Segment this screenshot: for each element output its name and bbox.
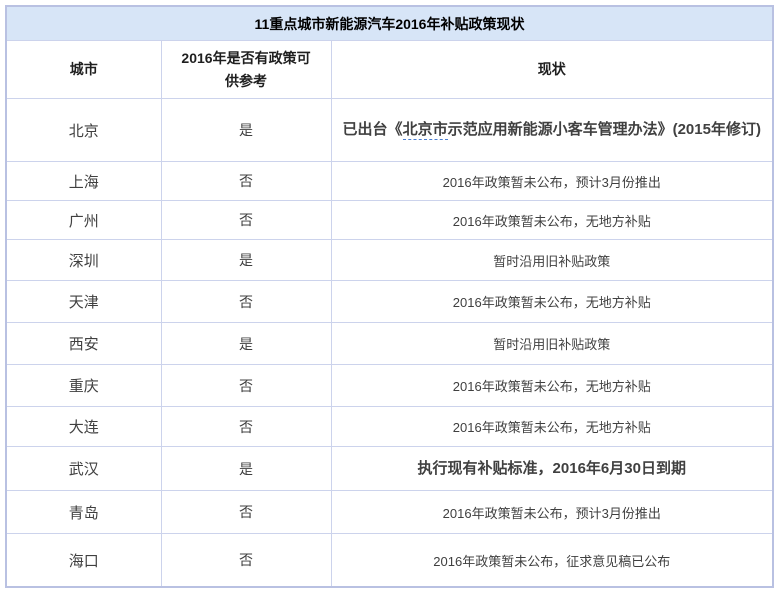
policy-cell: 否 — [160, 200, 332, 240]
policy-cell: 是 — [160, 446, 332, 491]
column-header-city: 城市 — [5, 40, 162, 99]
status-cell: 2016年政策暂未公布，无地方补贴 — [330, 364, 774, 407]
city-cell: 武汉 — [5, 446, 162, 491]
status-cell: 2016年政策暂未公布，预计3月份推出 — [330, 490, 774, 534]
column-header-status: 现状 — [330, 40, 774, 99]
table-title: 11重点城市新能源汽车2016年补贴政策现状 — [5, 5, 774, 41]
city-cell: 海口 — [5, 533, 162, 588]
status-cell: 2016年政策暂未公布，无地方补贴 — [330, 280, 774, 323]
table-row-guangzhou: 广州 否 2016年政策暂未公布，无地方补贴 — [5, 200, 774, 240]
policy-cell: 否 — [160, 161, 332, 201]
status-cell: 2016年政策暂未公布，无地方补贴 — [330, 200, 774, 240]
city-cell: 天津 — [5, 280, 162, 323]
table-row-haikou: 海口 否 2016年政策暂未公布，征求意见稿已公布 — [5, 533, 774, 588]
city-cell: 大连 — [5, 406, 162, 447]
city-cell: 重庆 — [5, 364, 162, 407]
policy-table-container: 11重点城市新能源汽车2016年补贴政策现状 城市 2016年是否有政策可供参考… — [5, 5, 774, 588]
policy-cell: 是 — [160, 98, 332, 162]
table-row-qingdao: 青岛 否 2016年政策暂未公布，预计3月份推出 — [5, 490, 774, 534]
policy-cell: 否 — [160, 364, 332, 407]
beijing-annotation-link[interactable]: 北京市 — [402, 121, 448, 140]
city-cell: 广州 — [5, 200, 162, 240]
city-cell: 西安 — [5, 322, 162, 365]
table-row-dalian: 大连 否 2016年政策暂未公布，无地方补贴 — [5, 406, 774, 447]
table-row-chongqing: 重庆 否 2016年政策暂未公布，无地方补贴 — [5, 364, 774, 407]
policy-cell: 否 — [160, 280, 332, 323]
policy-cell: 否 — [160, 533, 332, 588]
subsidy-policy-table: 11重点城市新能源汽车2016年补贴政策现状 城市 2016年是否有政策可供参考… — [5, 5, 774, 588]
city-cell: 上海 — [5, 161, 162, 201]
table-row-tianjin: 天津 否 2016年政策暂未公布，无地方补贴 — [5, 280, 774, 323]
status-cell: 2016年政策暂未公布，无地方补贴 — [330, 406, 774, 447]
policy-cell: 是 — [160, 239, 332, 281]
city-cell: 北京 — [5, 98, 162, 162]
status-cell: 2016年政策暂未公布，预计3月份推出 — [330, 161, 774, 201]
status-text-after: 示范应用新能源小客车管理办法》(2015年修订) — [447, 121, 761, 138]
column-header-policy-available: 2016年是否有政策可供参考 — [160, 40, 332, 99]
policy-cell: 否 — [160, 490, 332, 534]
table-title-row: 11重点城市新能源汽车2016年补贴政策现状 — [5, 5, 774, 41]
policy-cell: 是 — [160, 322, 332, 365]
city-cell: 深圳 — [5, 239, 162, 281]
status-cell: 2016年政策暂未公布，征求意见稿已公布 — [330, 533, 774, 588]
status-text-before: 已出台《 — [342, 121, 403, 138]
table-row-shanghai: 上海 否 2016年政策暂未公布，预计3月份推出 — [5, 161, 774, 201]
status-cell: 暂时沿用旧补贴政策 — [330, 239, 774, 281]
table-header-row: 城市 2016年是否有政策可供参考 现状 — [5, 40, 774, 99]
status-cell: 暂时沿用旧补贴政策 — [330, 322, 774, 365]
city-cell: 青岛 — [5, 490, 162, 534]
table-row-beijing: 北京 是 已出台《北京市示范应用新能源小客车管理办法》(2015年修订) — [5, 98, 774, 162]
table-row-xian: 西安 是 暂时沿用旧补贴政策 — [5, 322, 774, 365]
table-row-wuhan: 武汉 是 执行现有补贴标准，2016年6月30日到期 — [5, 446, 774, 491]
table-row-shenzhen: 深圳 是 暂时沿用旧补贴政策 — [5, 239, 774, 281]
status-cell: 执行现有补贴标准，2016年6月30日到期 — [330, 446, 774, 491]
policy-cell: 否 — [160, 406, 332, 447]
status-cell: 已出台《北京市示范应用新能源小客车管理办法》(2015年修订) — [330, 98, 774, 162]
